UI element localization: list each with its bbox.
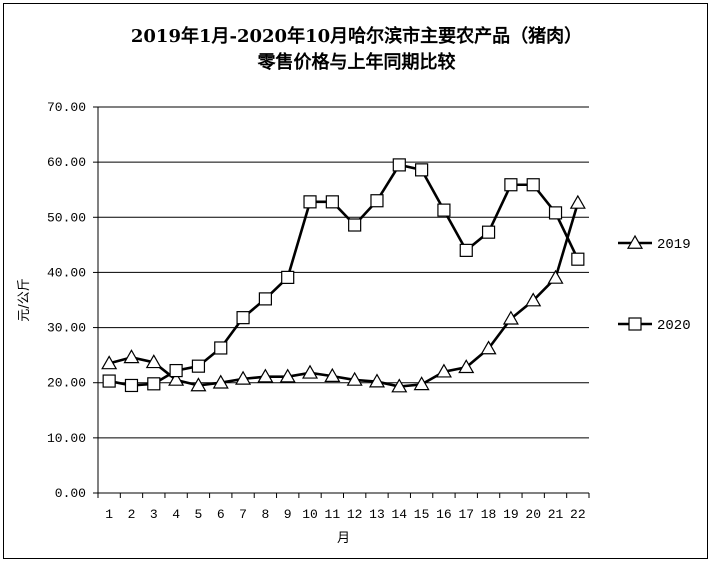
data-point-2020 bbox=[147, 377, 161, 391]
x-tick-label: 8 bbox=[261, 507, 269, 522]
data-point-2020 bbox=[526, 178, 540, 192]
y-tick-label: 60.00 bbox=[47, 155, 86, 170]
grid-lines bbox=[98, 106, 589, 439]
x-tick-label: 2 bbox=[128, 507, 136, 522]
data-point-2020 bbox=[102, 374, 116, 388]
data-point-2019 bbox=[547, 269, 564, 284]
data-point-2020 bbox=[459, 243, 473, 257]
data-point-2019 bbox=[168, 371, 185, 386]
x-tick-label: 11 bbox=[325, 507, 341, 522]
data-point-2019 bbox=[458, 359, 475, 374]
legend: 2019 2020 bbox=[618, 234, 691, 334]
data-point-2019 bbox=[391, 378, 408, 393]
y-tick-label: 40.00 bbox=[47, 265, 86, 280]
data-point-2019 bbox=[190, 377, 207, 392]
data-point-2019 bbox=[569, 194, 586, 209]
x-tick-label: 12 bbox=[347, 507, 363, 522]
data-point-2019 bbox=[368, 373, 386, 388]
data-point-2019 bbox=[235, 370, 252, 385]
y-tick-label: 20.00 bbox=[47, 376, 86, 391]
x-tick-label: 17 bbox=[458, 507, 474, 522]
data-point-2020 bbox=[169, 363, 183, 378]
legend-marker bbox=[626, 234, 644, 249]
legend-label: 2019 bbox=[657, 237, 691, 253]
y-tick-label: 30.00 bbox=[47, 321, 86, 336]
data-point-2019 bbox=[301, 364, 319, 379]
series-2019 bbox=[101, 194, 586, 393]
x-tick-label: 13 bbox=[369, 507, 385, 522]
data-point-2019 bbox=[525, 292, 542, 307]
y-tick-labels: 0.00 10.00 20.00 30.00 40.00 50.00 60.00 70.00 bbox=[47, 100, 86, 501]
x-tick-label: 9 bbox=[284, 507, 292, 522]
data-point-2019 bbox=[435, 363, 452, 378]
data-point-2020 bbox=[348, 218, 362, 232]
data-point-2019 bbox=[324, 367, 341, 382]
data-point-2020 bbox=[504, 178, 518, 192]
data-point-2020 bbox=[437, 203, 451, 217]
data-point-2020 bbox=[370, 194, 384, 208]
data-point-2020 bbox=[214, 341, 228, 355]
x-tick-label: 18 bbox=[481, 507, 497, 522]
x-tick-label: 7 bbox=[239, 507, 247, 522]
chart-frame bbox=[3, 3, 708, 559]
legend-label: 2020 bbox=[657, 318, 691, 334]
x-tick-labels: 1 2 3 4 5 6 7 8 9 10 11 12 13 14 15 16 17 18 19 20 21 22 bbox=[105, 507, 585, 522]
legend-item-2020: 2020 bbox=[618, 317, 691, 334]
x-tick-label: 14 bbox=[391, 507, 407, 522]
data-point-2019 bbox=[257, 368, 274, 383]
data-point-2019 bbox=[502, 310, 519, 325]
x-tick-label: 3 bbox=[150, 507, 158, 522]
data-point-2020 bbox=[191, 359, 206, 373]
y-tick-label: 70.00 bbox=[47, 100, 86, 115]
series-line-2019 bbox=[108, 202, 580, 388]
data-point-2020 bbox=[236, 311, 250, 325]
data-point-2019 bbox=[279, 368, 296, 383]
data-point-2020 bbox=[124, 378, 139, 393]
legend-marker bbox=[628, 317, 642, 331]
chart-title-line1: 2019年1月-2020年10月哈尔滨市主要农产品（猪肉） bbox=[130, 26, 583, 47]
x-tick-label: 21 bbox=[548, 507, 564, 522]
data-point-2020 bbox=[548, 206, 563, 220]
x-tick-label: 1 bbox=[105, 507, 113, 522]
x-tick-label: 15 bbox=[414, 507, 430, 522]
legend-item-2019: 2019 bbox=[618, 234, 691, 253]
x-axis-label: 月 bbox=[337, 531, 350, 546]
y-tick-label: 0.00 bbox=[55, 486, 86, 501]
chart-title-line2: 零售价格与上年同期比较 bbox=[257, 52, 456, 73]
y-axis-label: 元/公斤 bbox=[17, 278, 32, 321]
axes bbox=[93, 106, 590, 498]
series bbox=[101, 158, 586, 393]
data-point-2020 bbox=[258, 292, 272, 306]
data-point-2019 bbox=[480, 340, 497, 355]
data-point-2019 bbox=[123, 349, 140, 364]
data-point-2019 bbox=[145, 354, 162, 369]
data-point-2020 bbox=[415, 163, 429, 177]
data-point-2020 bbox=[303, 195, 317, 209]
y-tick-label: 10.00 bbox=[47, 431, 86, 446]
data-point-2020 bbox=[281, 270, 295, 284]
series-2020 bbox=[102, 158, 585, 393]
series-line-2020 bbox=[108, 163, 580, 387]
x-tick-label: 4 bbox=[172, 507, 180, 522]
data-point-2019 bbox=[212, 374, 229, 389]
x-tick-label: 20 bbox=[525, 507, 541, 522]
x-tick-label: 10 bbox=[302, 507, 318, 522]
data-point-2020 bbox=[481, 225, 496, 239]
x-tick-label: 19 bbox=[503, 507, 519, 522]
x-tick-label: 16 bbox=[436, 507, 452, 522]
data-point-2020 bbox=[392, 158, 406, 172]
data-point-2019 bbox=[346, 371, 363, 386]
data-point-2019 bbox=[101, 355, 118, 370]
x-tick-label: 6 bbox=[217, 507, 225, 522]
x-tick-label: 5 bbox=[195, 507, 203, 522]
data-point-2020 bbox=[571, 252, 585, 266]
x-tick-label: 22 bbox=[570, 507, 586, 522]
y-tick-label: 50.00 bbox=[47, 210, 86, 225]
data-point-2019 bbox=[413, 376, 430, 391]
data-point-2020 bbox=[325, 195, 339, 209]
